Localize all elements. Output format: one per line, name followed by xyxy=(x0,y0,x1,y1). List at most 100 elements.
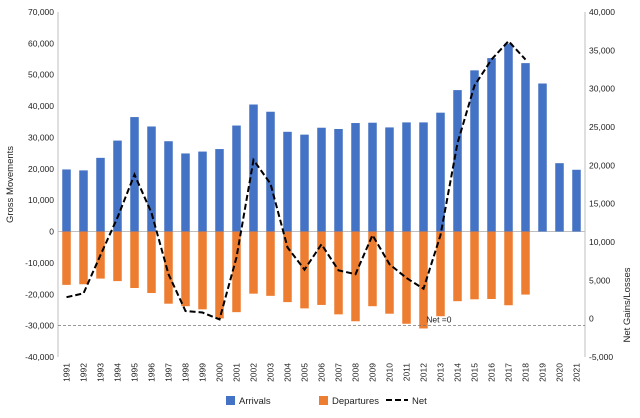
reference-line-label: Net =0 xyxy=(426,315,452,325)
legend: Arrivals Departures Net xyxy=(226,396,427,407)
y2-tick-label: 15,000 xyxy=(589,199,615,209)
departures-bar xyxy=(181,231,190,307)
departures-bar xyxy=(62,231,71,285)
x-tick-label: 2010 xyxy=(385,363,395,382)
arrivals-bar xyxy=(385,127,394,232)
arrivals-bar xyxy=(147,126,156,232)
departures-bar xyxy=(215,231,224,319)
departures-bar xyxy=(249,231,258,294)
y2-tick-label: 20,000 xyxy=(589,160,615,170)
arrivals-bar xyxy=(419,122,428,232)
arrivals-bar xyxy=(572,169,581,232)
arrivals-bar xyxy=(334,128,343,232)
arrivals-bar xyxy=(538,83,547,232)
departures-bar xyxy=(402,231,411,324)
departures-bar xyxy=(317,231,326,305)
departures-bar xyxy=(470,231,479,300)
arrivals-bar xyxy=(266,111,275,232)
x-tick-label: 2011 xyxy=(402,363,412,382)
x-tick-label: 1996 xyxy=(147,363,157,382)
departures-bar xyxy=(334,231,343,315)
y-tick-label: -40,000 xyxy=(25,352,54,362)
x-tick-label: 1991 xyxy=(62,363,72,382)
net-line xyxy=(66,39,527,321)
x-tick-label: 1994 xyxy=(113,363,123,382)
departures-bar xyxy=(351,231,360,322)
departures-bar xyxy=(198,231,207,310)
y2-tick-label: 10,000 xyxy=(589,237,615,247)
x-tick-label: 2013 xyxy=(436,363,446,382)
x-tick-label: 2003 xyxy=(266,363,276,382)
y-tick-label: -30,000 xyxy=(25,321,54,331)
arrivals-bar xyxy=(215,149,224,232)
x-tick-label: 2012 xyxy=(419,363,429,382)
departures-bar xyxy=(521,231,530,295)
y-tick-label: 60,000 xyxy=(28,38,54,48)
x-tick-label: 2007 xyxy=(334,363,344,382)
arrivals-bar xyxy=(351,123,360,232)
x-tick-label: 1992 xyxy=(79,363,89,382)
y2-tick-label: 35,000 xyxy=(589,45,615,55)
departures-bar xyxy=(487,231,496,299)
departures-bar xyxy=(504,231,513,306)
arrivals-bar xyxy=(402,122,411,232)
x-tick-label: 2018 xyxy=(521,363,531,382)
legend-label: Departures xyxy=(332,396,379,407)
departures-bar xyxy=(385,231,394,314)
x-tick-label: 2006 xyxy=(317,363,327,382)
arrivals-bar xyxy=(300,134,309,232)
x-tick-label: 2008 xyxy=(351,363,361,382)
arrivals-bar xyxy=(181,153,190,232)
axis-lines xyxy=(57,12,586,357)
bars xyxy=(62,43,581,329)
arrivals-bar xyxy=(62,169,71,232)
x-tick-label: 1995 xyxy=(130,363,140,382)
x-tick-label: 1997 xyxy=(164,363,174,382)
arrivals-bar xyxy=(113,140,122,232)
x-tick-label: 2019 xyxy=(538,363,548,382)
arrivals-bar xyxy=(368,122,377,232)
y2-tick-label: 0 xyxy=(589,314,594,324)
x-tick-label: 2009 xyxy=(368,363,378,382)
y-tick-label: 40,000 xyxy=(28,101,54,111)
arrivals-bar xyxy=(317,127,326,232)
x-tick-label: 2014 xyxy=(453,363,463,382)
x-tick-label: 2005 xyxy=(300,363,310,382)
arrivals-bar xyxy=(521,63,530,232)
departures-bar xyxy=(436,231,445,317)
x-tick-label: 2017 xyxy=(504,363,514,382)
departures-bar xyxy=(79,231,88,285)
reference-line-group: Net =0 xyxy=(58,315,585,327)
departures-bar xyxy=(368,231,377,307)
y2-tick-label: 25,000 xyxy=(589,122,615,132)
arrivals-bar xyxy=(96,157,105,232)
x-tick-label: 2020 xyxy=(555,363,565,382)
arrivals-bar xyxy=(232,125,241,232)
arrivals-bar xyxy=(555,163,564,232)
arrivals-bar xyxy=(470,70,479,232)
departures-bar xyxy=(164,231,173,304)
departures-bar xyxy=(232,231,241,313)
x-tick-label: 2021 xyxy=(572,363,582,382)
y2-tick-label: 40,000 xyxy=(589,7,615,17)
departures-bar xyxy=(453,231,462,302)
y-tick-label: -10,000 xyxy=(25,258,54,268)
y2-tick-label: 5,000 xyxy=(589,275,611,285)
arrivals-bar xyxy=(504,43,513,232)
legend-label: Arrivals xyxy=(239,396,271,407)
x-tick-label: 2000 xyxy=(215,363,225,382)
y-tick-label: 20,000 xyxy=(28,164,54,174)
departures-bar xyxy=(266,231,275,296)
y2-tick-label: 30,000 xyxy=(589,84,615,94)
arrivals-bar xyxy=(453,90,462,232)
x-tick-label: 2016 xyxy=(487,363,497,382)
arrivals-bar xyxy=(487,58,496,232)
departures-bar xyxy=(419,231,428,329)
arrivals-bar xyxy=(198,151,207,232)
x-tick-label: 2004 xyxy=(283,363,293,382)
arrivals-bar xyxy=(79,170,88,232)
tick-labels: 70,000 60,000 50,000 40,000 30,000 20,000 10,0… xyxy=(25,7,615,382)
departures-legend-swatch xyxy=(319,396,328,405)
